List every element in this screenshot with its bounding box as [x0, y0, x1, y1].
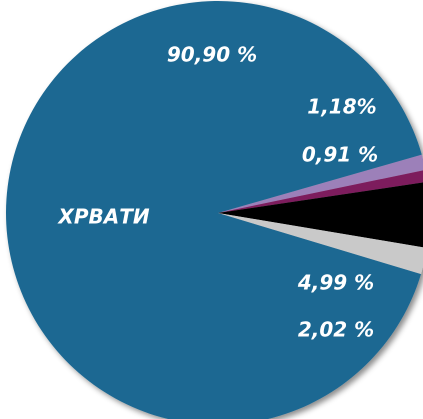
slice-label: 0,91 % — [302, 143, 378, 167]
slice-label: 4,99 % — [297, 271, 374, 295]
pie-slice — [218, 213, 423, 275]
pie-slice — [218, 182, 423, 248]
slice-label: 1,18% — [307, 95, 376, 119]
pie-slice — [218, 154, 423, 213]
pie — [6, 1, 423, 419]
pie-slice — [6, 1, 422, 419]
pie-slice — [218, 170, 423, 213]
category-label: ХРВАТИ — [56, 205, 149, 229]
slice-label: 2,02 % — [298, 318, 374, 342]
slice-label: 90,90 % — [167, 43, 257, 67]
